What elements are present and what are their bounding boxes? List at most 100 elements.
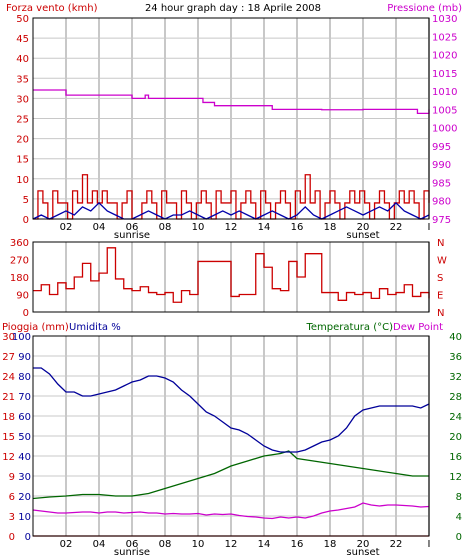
p2-right-tick-2: S xyxy=(437,273,443,284)
p1-xtick-14: 14 xyxy=(258,222,271,233)
p1-xtick-02: 02 xyxy=(60,222,73,233)
p2-frame xyxy=(32,241,430,313)
p1-left-tick-30: 30 xyxy=(16,94,29,105)
p1-xtick-18: 18 xyxy=(324,222,337,233)
pressure-series xyxy=(33,89,430,115)
p3-humidity-tick-50: 50 xyxy=(18,432,31,443)
p1-right-tick-980: 980 xyxy=(432,197,451,208)
p1-right-tick-990: 990 xyxy=(432,160,451,171)
p3-xtick-02: 02 xyxy=(60,539,73,550)
p3-xtick-20: 20 xyxy=(357,539,370,550)
p1-right-tick-1025: 1025 xyxy=(432,32,457,43)
p1-right-ticks: 975 980 985 990 995 1000 1005 1010 1015 1020 1025 1… xyxy=(432,14,457,226)
p3-xtick-18: 18 xyxy=(324,539,337,550)
p3-humidity-tick-100: 100 xyxy=(12,332,31,343)
temperature-axis-label: Temperatura (°C) xyxy=(305,322,393,333)
p1-right-tick-985: 985 xyxy=(432,178,451,189)
p3-xtick-04: 04 xyxy=(93,539,106,550)
p3-rain-tick-24: 24 xyxy=(2,372,15,383)
p3-frame xyxy=(32,335,430,537)
p3-xtick-14: 14 xyxy=(258,539,271,550)
p3-humidity-tick-0: 0 xyxy=(25,532,31,543)
p2-series xyxy=(33,247,430,303)
p3-humidity-tick-60: 60 xyxy=(18,412,31,423)
p2-left-ticks: 0 90 180 270 360 xyxy=(10,238,29,319)
dewpoint-axis-label: Dew Point xyxy=(393,322,443,333)
p3-rain-tick-6: 6 xyxy=(9,492,15,503)
p3-rain-tick-0: 0 xyxy=(9,532,15,543)
p3-rain-tick-18: 18 xyxy=(2,412,15,423)
p3-xtick-10: 10 xyxy=(192,539,205,550)
p1-right-tick-975: 975 xyxy=(432,215,451,226)
p3-xtick-12: 12 xyxy=(225,539,238,550)
p3-rain-tick-15: 15 xyxy=(2,432,15,443)
temperature-series xyxy=(32,450,429,500)
humidity-temperature-panel: Pioggia (mm) Umidita % Temperatura (°C) … xyxy=(2,322,462,556)
p3-rain-tick-3: 3 xyxy=(9,512,15,523)
p3-humidity-tick-20: 20 xyxy=(18,492,31,503)
p3-temp-tick-12: 12 xyxy=(449,472,462,483)
p3-humidity-tick-10: 10 xyxy=(18,512,31,523)
p3-rain-tick-9: 9 xyxy=(9,472,15,483)
p1-right-tick-1015: 1015 xyxy=(432,69,457,80)
p3-rain-ticks: 0 3 6 9 12 15 18 21 24 27 30 xyxy=(2,332,15,543)
p1-left-tick-25: 25 xyxy=(16,115,29,126)
p3-rain-tick-27: 27 xyxy=(2,352,15,363)
p3-temp-tick-0: 0 xyxy=(456,532,462,543)
p1-xtick-08: 08 xyxy=(159,222,172,233)
p3-temp-tick-32: 32 xyxy=(449,372,462,383)
humidity-axis-label: Umidita % xyxy=(69,322,121,333)
p1-xtick-10: 10 xyxy=(192,222,205,233)
p1-right-tick-1020: 1020 xyxy=(432,51,457,62)
p3-rain-tick-21: 21 xyxy=(2,392,15,403)
p1-left-tick-45: 45 xyxy=(16,34,29,45)
p3-xtick-08: 08 xyxy=(159,539,172,550)
p1-xtick-20: 20 xyxy=(357,222,370,233)
chart-title: 24 hour graph day : 18 Aprile 2008 xyxy=(145,3,321,14)
p1-left-tick-20: 20 xyxy=(16,135,29,146)
p1-left-tick-5: 5 xyxy=(23,195,29,206)
p1-xtick-12: 12 xyxy=(225,222,238,233)
p1-left-tick-35: 35 xyxy=(16,74,29,85)
p3-xtick-06: 06 xyxy=(126,539,139,550)
p3-temp-tick-40: 40 xyxy=(449,332,462,343)
p1-left-tick-50: 50 xyxy=(16,14,29,25)
p3-humidity-tick-30: 30 xyxy=(18,472,31,483)
p1-left-tick-10: 10 xyxy=(16,175,29,186)
wind-average-series xyxy=(32,202,430,220)
wind-pressure-panel: Forza vento (kmh) 24 hour graph day : 18… xyxy=(6,3,462,241)
p2-left-tick-0: 0 xyxy=(23,308,29,319)
p2-left-tick-90: 90 xyxy=(16,291,29,302)
p1-left-ticks: 0 5 10 15 20 25 30 35 40 45 50 xyxy=(16,14,29,226)
p3-temp-tick-36: 36 xyxy=(449,352,462,363)
p1-xtick-04: 04 xyxy=(93,222,106,233)
p2-left-tick-270: 270 xyxy=(10,256,29,267)
p3-rain-tick-30: 30 xyxy=(2,332,15,343)
p1-sunrise-label: sunrise xyxy=(114,230,150,241)
p3-rain-tick-12: 12 xyxy=(2,452,15,463)
p1-right-tick-995: 995 xyxy=(432,142,451,153)
p1-xtick-16: 16 xyxy=(291,222,304,233)
p3-sunset-label: sunset xyxy=(346,547,379,556)
p3-temp-tick-24: 24 xyxy=(449,412,462,423)
p1-frame xyxy=(32,17,430,220)
p1-left-tick-40: 40 xyxy=(16,54,29,65)
p1-right-tick-1030: 1030 xyxy=(432,14,457,25)
rain-axis-label: Pioggia (mm) xyxy=(2,322,69,333)
p2-right-tick-4: N xyxy=(437,238,444,249)
wind-direction-series xyxy=(33,247,430,303)
p3-xtick-22: 22 xyxy=(390,539,403,550)
p1-right-tick-1010: 1010 xyxy=(432,87,457,98)
p2-right-tick-3: W xyxy=(437,256,447,267)
p1-left-tick-15: 15 xyxy=(16,155,29,166)
p1-sunset-label: sunset xyxy=(346,230,379,241)
p1-xtick-06: 06 xyxy=(126,222,139,233)
pressure-axis-label: Pressione (mb) xyxy=(387,3,462,14)
p3-temp-tick-4: 4 xyxy=(456,512,462,523)
